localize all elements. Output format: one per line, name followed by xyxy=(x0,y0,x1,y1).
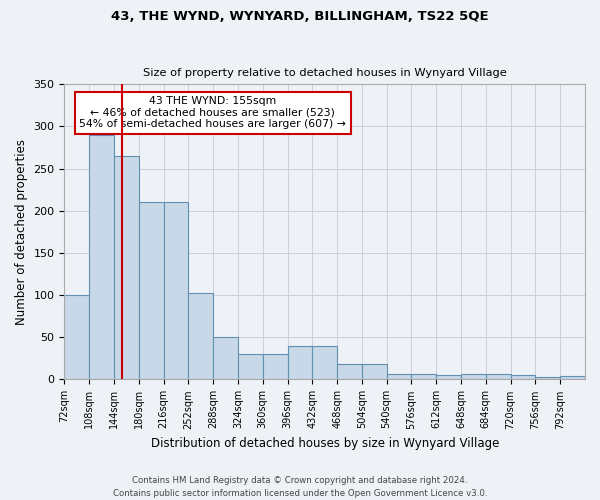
Bar xyxy=(114,156,139,380)
Bar xyxy=(188,292,213,380)
Bar xyxy=(238,354,263,380)
Title: Size of property relative to detached houses in Wynyard Village: Size of property relative to detached ho… xyxy=(143,68,506,78)
Bar xyxy=(412,374,436,380)
Bar xyxy=(164,202,188,380)
Bar xyxy=(486,374,511,380)
Bar xyxy=(89,135,114,380)
X-axis label: Distribution of detached houses by size in Wynyard Village: Distribution of detached houses by size … xyxy=(151,437,499,450)
Text: 43, THE WYND, WYNYARD, BILLINGHAM, TS22 5QE: 43, THE WYND, WYNYARD, BILLINGHAM, TS22 … xyxy=(111,10,489,23)
Bar xyxy=(139,202,164,380)
Bar xyxy=(213,338,238,380)
Bar xyxy=(337,364,362,380)
Bar xyxy=(313,346,337,380)
Bar xyxy=(511,375,535,380)
Y-axis label: Number of detached properties: Number of detached properties xyxy=(15,139,28,325)
Text: Contains HM Land Registry data © Crown copyright and database right 2024.
Contai: Contains HM Land Registry data © Crown c… xyxy=(113,476,487,498)
Bar xyxy=(461,374,486,380)
Bar xyxy=(362,364,386,380)
Bar xyxy=(560,376,585,380)
Bar xyxy=(263,354,287,380)
Bar xyxy=(436,375,461,380)
Bar xyxy=(287,346,313,380)
Bar xyxy=(64,295,89,380)
Bar xyxy=(386,374,412,380)
Text: 43 THE WYND: 155sqm
← 46% of detached houses are smaller (523)
54% of semi-detac: 43 THE WYND: 155sqm ← 46% of detached ho… xyxy=(79,96,346,130)
Bar xyxy=(535,377,560,380)
